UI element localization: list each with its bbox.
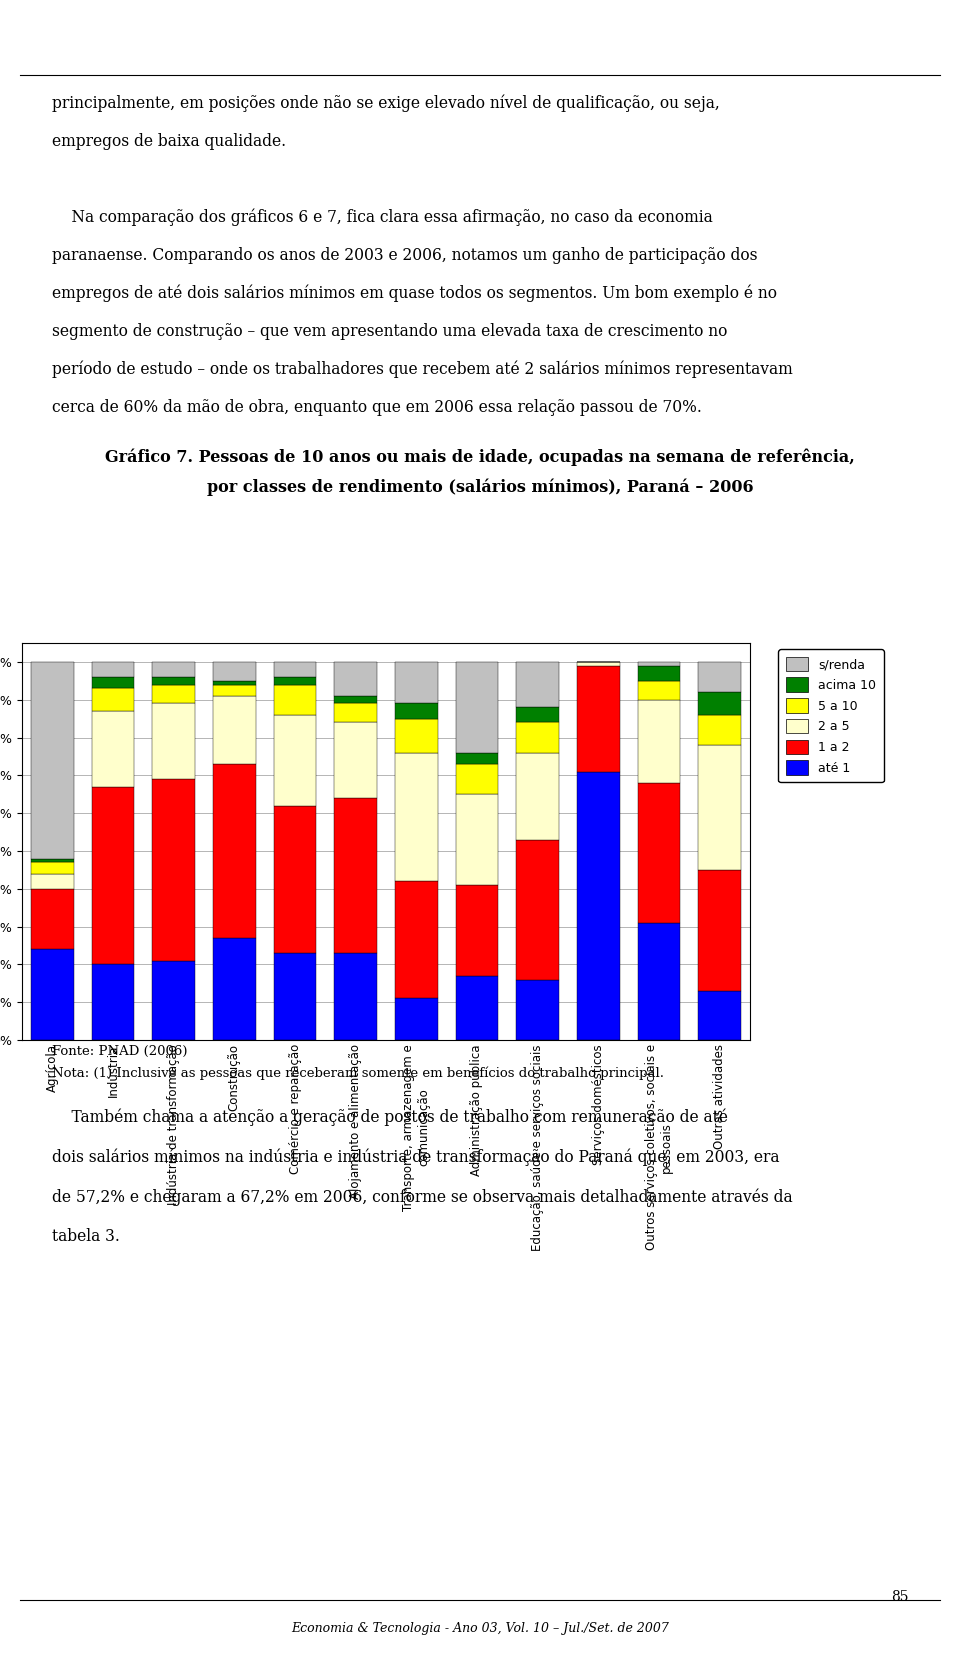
Text: UFPR: UFPR xyxy=(852,28,911,46)
Text: ▪▪▪
▪▪▪: ▪▪▪ ▪▪▪ xyxy=(788,28,807,46)
Bar xyxy=(637,681,681,699)
Bar xyxy=(213,696,255,764)
Bar xyxy=(31,873,74,888)
Text: segmento de construção – que vem apresentando uma elevada taxa de crescimento no: segmento de construção – que vem apresen… xyxy=(52,323,728,340)
Bar xyxy=(577,772,619,1041)
Text: por classes de rendimento (salários mínimos), Paraná – 2006: por classes de rendimento (salários míni… xyxy=(206,477,754,495)
Text: período de estudo – onde os trabalhadores que recebem até 2 salários mínimos rep: período de estudo – onde os trabalhadore… xyxy=(52,361,793,378)
Bar xyxy=(456,885,498,976)
Bar xyxy=(31,949,74,1041)
Text: empregos de até dois salários mínimos em quase todos os segmentos. Um bom exempl: empregos de até dois salários mínimos em… xyxy=(52,285,777,303)
Bar xyxy=(396,882,438,999)
Text: paranaense. Comparando os anos de 2003 e 2006, notamos um ganho de participação : paranaense. Comparando os anos de 2003 e… xyxy=(52,247,757,263)
Bar xyxy=(396,719,438,752)
Bar xyxy=(637,782,681,923)
Text: 85: 85 xyxy=(891,1591,909,1604)
Bar xyxy=(213,661,255,681)
Text: principalmente, em posições onde não se exige elevado nível de qualificação, ou : principalmente, em posições onde não se … xyxy=(52,94,720,113)
Bar xyxy=(637,923,681,1041)
Bar xyxy=(274,953,316,1041)
Bar xyxy=(516,661,559,708)
Text: Fonte: PNAD (2006): Fonte: PNAD (2006) xyxy=(52,1046,187,1059)
Bar xyxy=(637,666,681,681)
Bar xyxy=(699,746,741,870)
Bar xyxy=(92,787,134,964)
Text: de 57,2% e chegaram a 67,2% em 2006, conforme se observa mais detalhadamente atr: de 57,2% e chegaram a 67,2% em 2006, con… xyxy=(52,1188,793,1206)
Bar xyxy=(92,711,134,787)
Bar xyxy=(334,799,377,953)
Bar xyxy=(699,870,741,991)
Bar xyxy=(699,714,741,746)
Text: Economia & Tecnologia - Ano 03, Vol. 10 – Jul./Set. de 2007: Economia & Tecnologia - Ano 03, Vol. 10 … xyxy=(291,1622,669,1635)
Bar xyxy=(31,862,74,873)
Text: Também chama a atenção a geração de postos de trabalho com remuneração de até: Também chama a atenção a geração de post… xyxy=(52,1109,728,1125)
Text: Na comparação dos gráficos 6 e 7, fica clara essa afirmação, no caso da economia: Na comparação dos gráficos 6 e 7, fica c… xyxy=(52,209,712,227)
Bar xyxy=(396,999,438,1041)
Bar xyxy=(456,752,498,764)
Bar xyxy=(516,752,559,840)
Bar xyxy=(153,684,195,704)
Bar xyxy=(92,678,134,688)
Bar xyxy=(577,661,619,666)
Text: UNIVERSIDADE FEDERAL DO PARANÁ: UNIVERSIDADE FEDERAL DO PARANÁ xyxy=(836,60,927,65)
Bar xyxy=(274,714,316,805)
Legend: s/renda, acima 10, 5 a 10, 2 a 5, 1 a 2, até 1: s/renda, acima 10, 5 a 10, 2 a 5, 1 a 2,… xyxy=(779,650,883,782)
Bar xyxy=(274,678,316,684)
Text: empregos de baixa qualidade.: empregos de baixa qualidade. xyxy=(52,133,286,151)
Bar xyxy=(92,688,134,711)
Bar xyxy=(31,661,74,858)
Bar xyxy=(516,840,559,979)
Bar xyxy=(516,708,559,722)
Text: dois salários mínimos na indústria e indústria de transformação do Paraná que, e: dois salários mínimos na indústria e ind… xyxy=(52,1148,780,1165)
Bar xyxy=(31,888,74,949)
Bar xyxy=(699,661,741,693)
Text: Nota: (1) Inclusive as pessoas que receberam somente em benefícios do trabalho p: Nota: (1) Inclusive as pessoas que receb… xyxy=(52,1067,664,1080)
Bar xyxy=(516,979,559,1041)
Bar xyxy=(699,991,741,1041)
Bar xyxy=(92,661,134,678)
Bar xyxy=(92,964,134,1041)
Bar xyxy=(153,704,195,779)
Bar xyxy=(334,696,377,704)
Bar xyxy=(31,858,74,862)
Bar xyxy=(396,661,438,704)
Bar xyxy=(699,693,741,714)
Bar xyxy=(153,779,195,961)
Bar xyxy=(274,661,316,678)
Bar xyxy=(213,938,255,1041)
Text: Gráfico 7. Pessoas de 10 anos ou mais de idade, ocupadas na semana de referência: Gráfico 7. Pessoas de 10 anos ou mais de… xyxy=(106,447,854,466)
Bar xyxy=(153,661,195,678)
Bar xyxy=(153,961,195,1041)
Bar xyxy=(213,764,255,938)
Bar xyxy=(577,666,619,772)
Text: tabela 3.: tabela 3. xyxy=(52,1228,120,1244)
Bar xyxy=(334,722,377,799)
Bar xyxy=(334,704,377,722)
Bar xyxy=(274,684,316,714)
Bar xyxy=(456,976,498,1041)
Bar xyxy=(637,661,681,666)
Text: cerca de 60% da mão de obra, enquanto que em 2006 essa relação passou de 70%.: cerca de 60% da mão de obra, enquanto qu… xyxy=(52,399,702,416)
Bar xyxy=(153,678,195,684)
Bar xyxy=(334,661,377,696)
Bar xyxy=(213,681,255,684)
Bar xyxy=(456,794,498,885)
Bar xyxy=(637,699,681,782)
Bar xyxy=(456,764,498,794)
Bar xyxy=(213,684,255,696)
Bar xyxy=(396,704,438,719)
Bar xyxy=(516,722,559,752)
Bar xyxy=(274,805,316,953)
Bar xyxy=(396,752,438,882)
Bar xyxy=(334,953,377,1041)
Bar xyxy=(456,661,498,752)
